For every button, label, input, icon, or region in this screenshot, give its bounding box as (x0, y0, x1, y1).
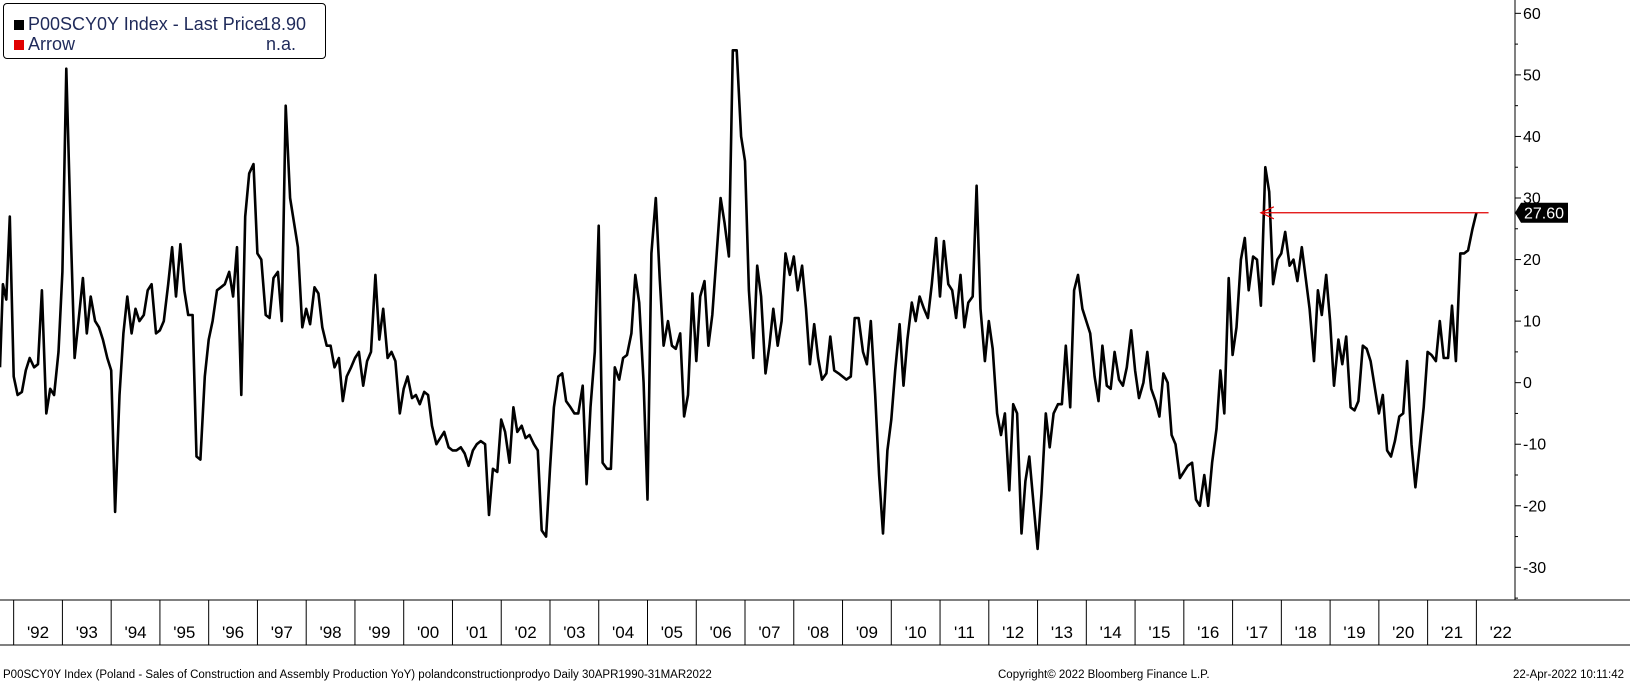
x-tick-label: '01 (466, 623, 488, 642)
x-tick-label: '02 (515, 623, 537, 642)
last-value-label: 27.60 (1524, 205, 1564, 222)
footer-source: P00SCY0Y Index (Poland - Sales of Constr… (3, 669, 712, 681)
x-tick-label: '95 (173, 623, 195, 642)
y-tick-label: 10 (1523, 314, 1541, 331)
x-tick-label: '05 (661, 623, 683, 642)
x-tick-label: '19 (1343, 623, 1365, 642)
footer-timestamp: 22-Apr-2022 10:11:42 (1513, 669, 1625, 681)
x-tick-label: '12 (1002, 623, 1024, 642)
legend-arrow-value: n.a. (266, 34, 297, 54)
y-tick-label: 20 (1523, 252, 1541, 269)
legend-series-label: P00SCY0Y Index - Last Price (28, 14, 264, 34)
y-tick-label: 50 (1523, 67, 1541, 84)
series-line (0, 48, 1478, 551)
y-tick-label: -30 (1523, 560, 1546, 577)
x-tick-label: '04 (612, 623, 634, 642)
legend-entry-series: P00SCY0Y Index - Last Price (14, 14, 264, 34)
legend-arrow-label: Arrow (28, 34, 76, 54)
x-tick-label: '13 (1051, 623, 1073, 642)
x-tick-label: '16 (1197, 623, 1219, 642)
x-tick-label: '96 (222, 623, 244, 642)
y-tick-label: -20 (1523, 498, 1546, 515)
x-tick-label: '15 (1148, 623, 1170, 642)
x-tick-label: '14 (1100, 623, 1122, 642)
legend: P00SCY0Y Index - Last Price 18.90 Arrow … (3, 3, 326, 59)
x-tick-label: '07 (758, 623, 780, 642)
series-swatch (14, 20, 24, 30)
arrow-head-icon (1259, 206, 1275, 220)
x-tick-label: '94 (124, 623, 146, 642)
x-tick-label: '11 (954, 623, 975, 642)
x-tick-label: '00 (417, 623, 439, 642)
legend-series-value: 18.90 (261, 14, 307, 34)
x-tick-label: '99 (368, 623, 390, 642)
x-tick-label: '08 (807, 623, 829, 642)
y-tick-label: 40 (1523, 129, 1541, 146)
x-tick-label: '97 (271, 623, 293, 642)
x-tick-label: '22 (1490, 623, 1512, 642)
y-tick-label: 60 (1523, 6, 1541, 23)
y-tick-label: 0 (1523, 375, 1532, 392)
arrow-swatch (14, 40, 24, 50)
x-tick-label: '92 (27, 623, 49, 642)
legend-entry-arrow: Arrow (14, 34, 75, 54)
x-tick-label: '06 (710, 623, 732, 642)
x-tick-label: '21 (1441, 623, 1463, 642)
x-tick-label: '20 (1392, 623, 1414, 642)
x-tick-label: '09 (856, 623, 878, 642)
x-tick-label: '18 (1295, 623, 1317, 642)
x-tick-label: '03 (563, 623, 585, 642)
x-tick-label: '93 (76, 623, 98, 642)
x-tick-label: '17 (1246, 623, 1268, 642)
y-tick-label: -10 (1523, 437, 1546, 454)
x-tick-label: '10 (905, 623, 927, 642)
last-value-badge: 27.60 (1515, 202, 1568, 223)
x-tick-label: '98 (319, 623, 341, 642)
footer-copyright: Copyright© 2022 Bloomberg Finance L.P. (998, 669, 1210, 681)
